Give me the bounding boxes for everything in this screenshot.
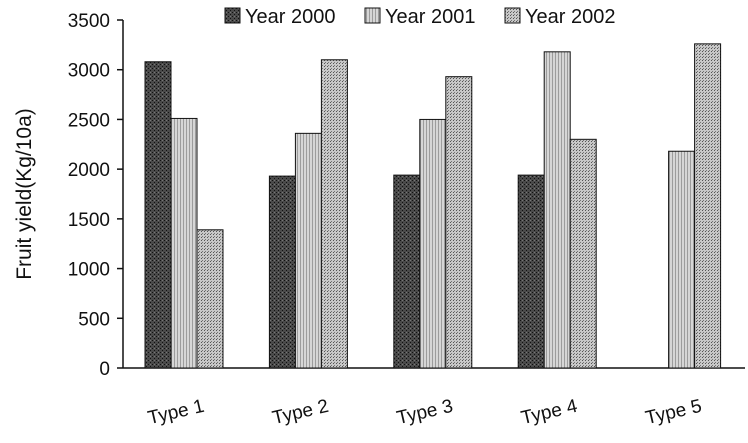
y-tick-label: 2500 (68, 110, 110, 131)
y-tick-label: 3500 (68, 11, 110, 32)
y-tick-label: 1000 (68, 260, 110, 281)
bar (320, 59, 348, 369)
legend: Year 2000 Year 2001 Year 2002 (224, 6, 615, 28)
bar (170, 117, 198, 369)
bar (144, 61, 172, 369)
y-tick-label: 2000 (68, 160, 110, 181)
legend-label: Year 2000 (245, 6, 335, 28)
bar (196, 229, 224, 369)
legend-swatch (224, 7, 241, 24)
x-tick-label: Type 2 (270, 396, 330, 429)
bar (393, 174, 421, 369)
x-tick-label: Type 1 (146, 396, 206, 429)
legend-label: Year 2001 (385, 6, 475, 28)
legend-swatch (504, 7, 521, 24)
legend-swatch (364, 7, 381, 24)
y-tick-label: 0 (99, 359, 110, 380)
y-tick-label: 1500 (68, 210, 110, 231)
x-tick-label: Type 4 (519, 396, 580, 429)
bar (419, 118, 447, 369)
bar (694, 43, 722, 369)
bar (445, 76, 473, 369)
y-axis: 0 500 1000 1500 2000 2500 3000 3500 (68, 11, 124, 380)
y-axis-title: Fruit yield(Kg/10a) (13, 108, 36, 280)
bar (569, 138, 597, 369)
y-tick-label: 500 (78, 309, 110, 330)
x-tick-label: Type 5 (644, 396, 704, 429)
bars (144, 43, 722, 369)
bar (294, 132, 322, 369)
x-axis: Type 1 Type 2 Type 3 Type 4 Type 5 (123, 367, 745, 429)
x-tick-label: Type 3 (395, 396, 455, 429)
bar (668, 150, 696, 369)
bar (268, 175, 296, 369)
legend-label: Year 2002 (525, 6, 615, 28)
bar (517, 174, 545, 369)
y-tick-label: 3000 (68, 61, 110, 82)
bar (543, 51, 571, 369)
